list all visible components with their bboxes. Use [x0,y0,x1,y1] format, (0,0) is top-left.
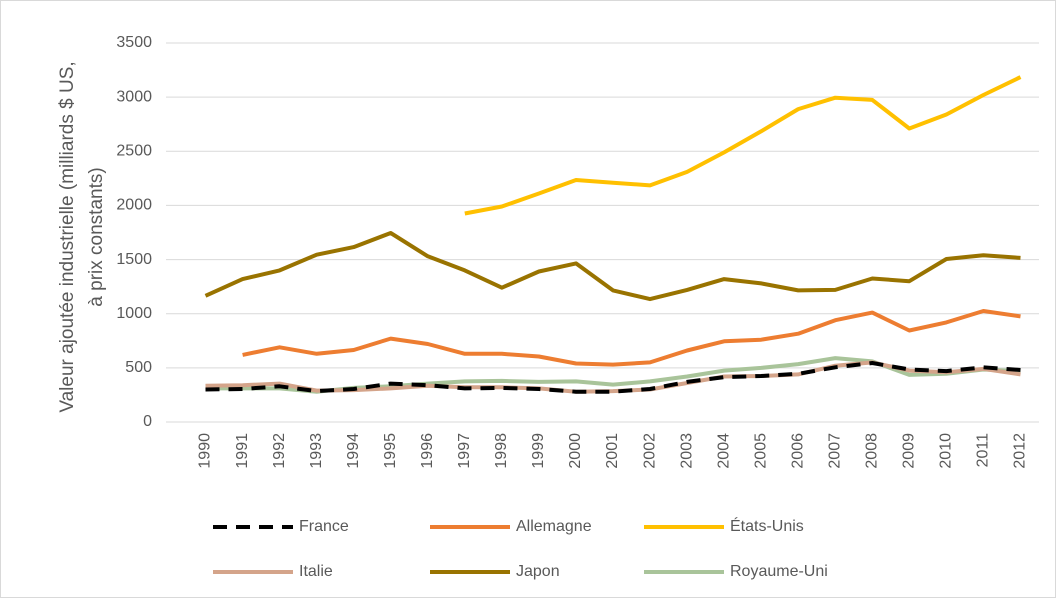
x-tick-label: 1995 [382,433,399,469]
y-tick-label: 2500 [116,143,152,160]
legend-label: Royaume-Uni [730,563,828,580]
x-tick-label: 1997 [456,433,473,469]
y-tick-label: 1000 [116,305,152,322]
x-tick-label: 1991 [234,433,251,469]
y-axis-label-line: Valeur ajoutée industrielle (milliards $… [57,61,78,412]
x-tick-label: 2006 [789,433,806,469]
y-tick-label: 3500 [116,34,152,51]
legend-label: États-Unis [730,516,804,535]
legend-label: Italie [299,563,333,580]
x-tick-label: 1998 [493,433,510,469]
x-tick-label: 2003 [678,433,695,469]
series-line [204,231,1021,302]
x-tick-label: 2002 [641,433,658,469]
x-tick-label: 1990 [197,433,214,469]
series-line [242,309,1021,367]
legend-label: Japon [516,563,560,580]
x-tick-label: 2004 [715,433,732,469]
x-tick-label: 2007 [826,433,843,469]
x-tick-label: 2010 [938,433,955,469]
x-tick-label: 2011 [975,433,992,468]
legend-label: Allemagne [516,518,592,535]
series-line [205,360,1021,394]
x-tick-label: 1999 [530,433,547,469]
x-tick-label: 2001 [604,433,621,469]
x-tick-label: 1994 [345,433,362,469]
x-tick-label: 1992 [271,433,288,469]
y-tick-label: 1500 [116,251,152,268]
y-tick-label: 2000 [116,197,152,214]
y-axis-label: Valeur ajoutée industrielle (milliards $… [57,61,107,412]
legend-label: France [299,518,349,535]
y-tick-label: 3000 [116,88,152,105]
x-tick-label: 2009 [901,433,918,469]
y-tick-label: 0 [143,413,152,430]
series-line [464,75,1022,216]
x-tick-label: 1996 [419,433,436,469]
x-tick-label: 2012 [1012,433,1029,469]
y-tick-label: 500 [125,359,152,376]
x-tick-label: 1993 [308,433,325,469]
x-tick-label: 2008 [864,433,881,469]
y-axis-label-line: à prix constants) [86,167,107,306]
x-tick-label: 2000 [567,433,584,469]
x-tick-label: 2005 [752,433,769,469]
